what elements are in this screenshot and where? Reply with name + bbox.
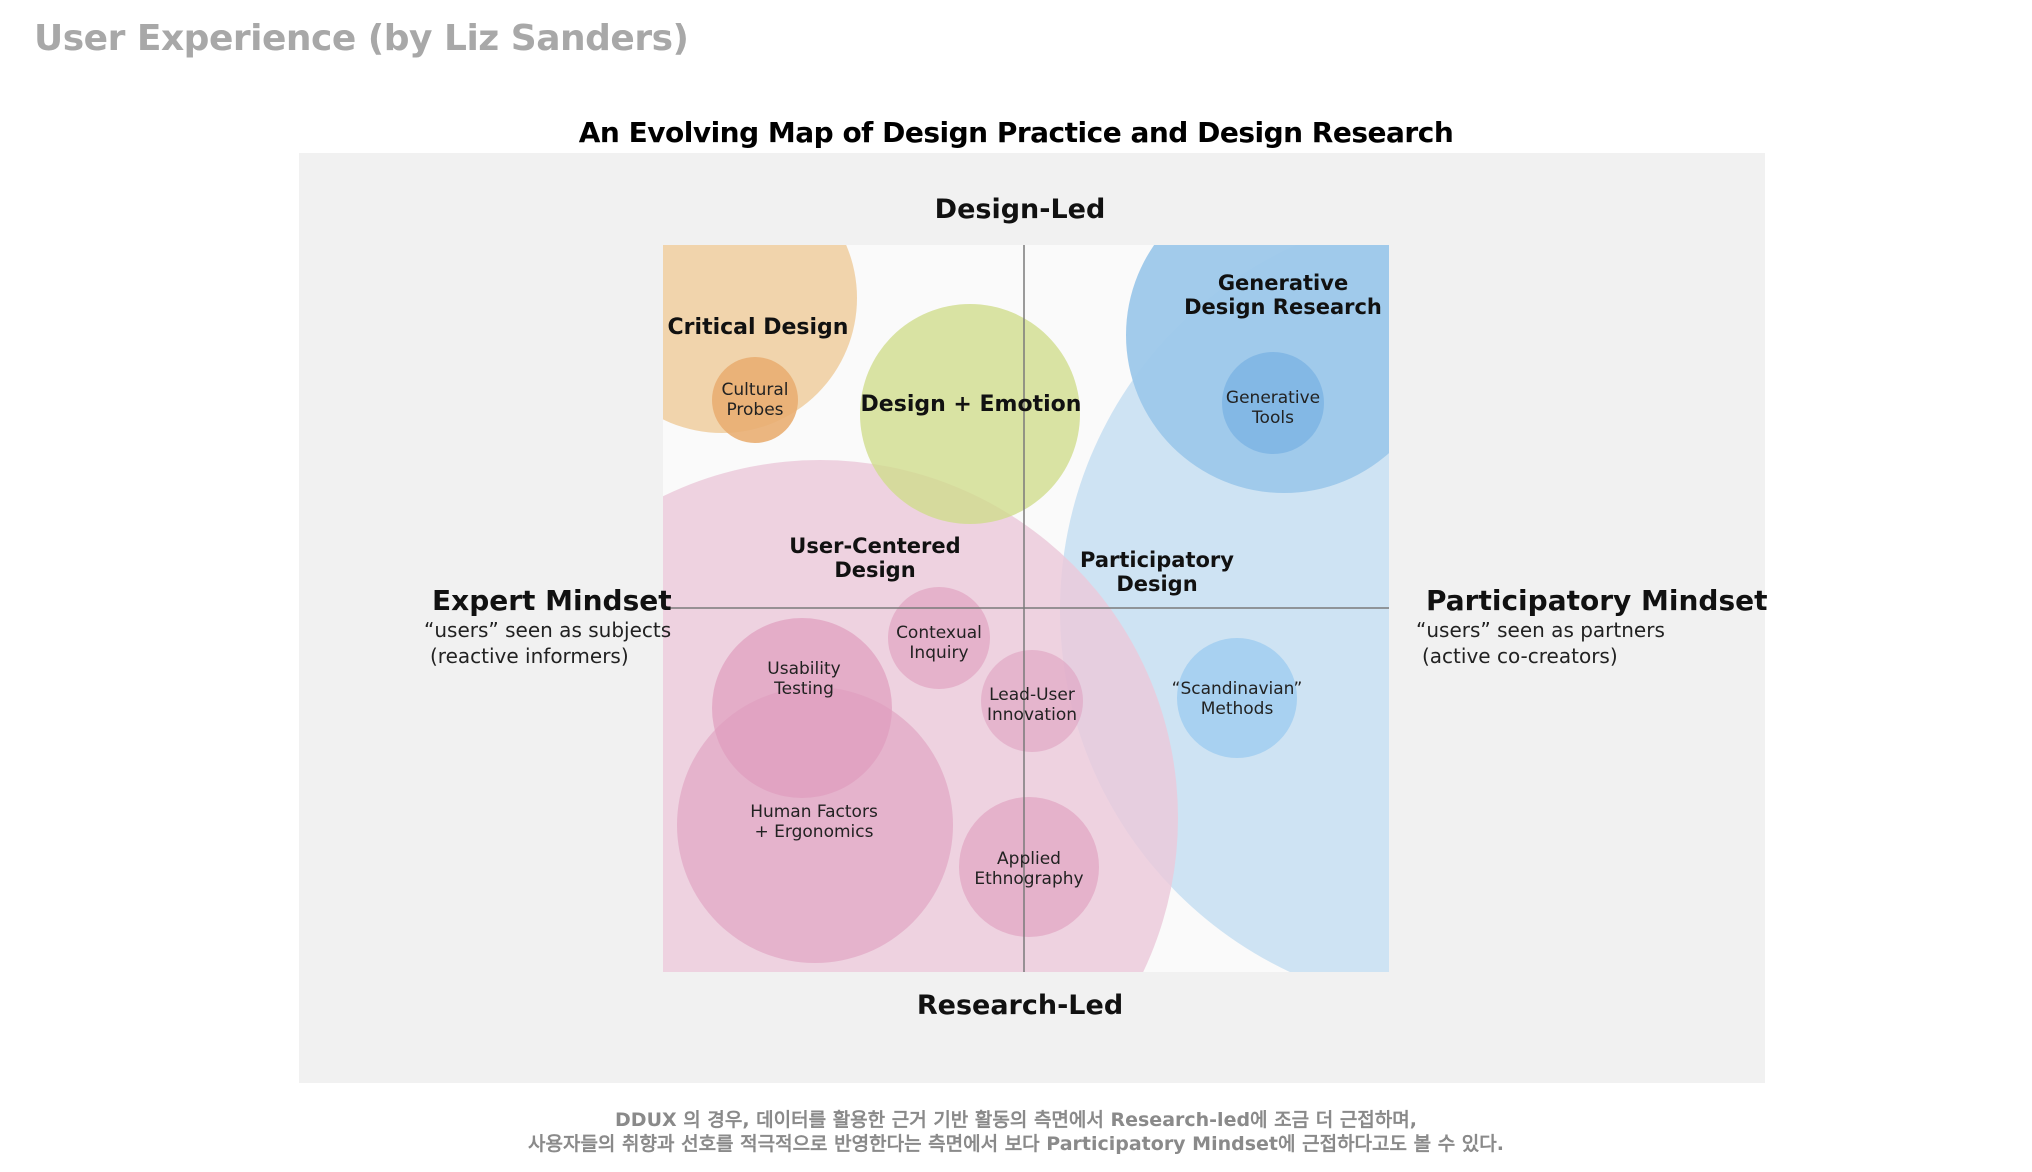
axis-left-sub-line-2: (reactive informers) <box>430 644 629 668</box>
generative-tools-label-2: Tools <box>1251 408 1294 428</box>
ethnography-label-2: Ethnography <box>974 869 1083 889</box>
figure-title: An Evolving Map of Design Practice and D… <box>578 116 1454 149</box>
human-factors-circle <box>677 687 953 963</box>
participatory-label-2: Design <box>1116 572 1197 596</box>
usability-label-1: Usability <box>767 659 840 679</box>
axis-right-sub-line-1: “users” seen as partners <box>1416 618 1665 642</box>
axis-left-title: Expert Mindset <box>432 584 672 617</box>
axis-left-subtitle: “users” seen as subjects (reactive infor… <box>424 617 671 669</box>
caption-line-1: DDUX 의 경우, 데이터를 활용한 근거 기반 활동의 측면에서 Resea… <box>615 1109 1417 1131</box>
page-heading: User Experience (by Liz Sanders) <box>34 18 689 59</box>
user-centered-label-2: Design <box>834 558 915 582</box>
usability-label-2: Testing <box>773 679 834 699</box>
lead-user-label-1: Lead-User <box>989 685 1075 705</box>
axis-top-label: Design-Led <box>934 194 1106 225</box>
cultural-probes-label-2: Probes <box>726 400 783 420</box>
axis-right-sub-line-2: (active co-creators) <box>1422 644 1618 668</box>
participatory-label-1: Participatory <box>1080 548 1234 572</box>
axis-right-subtitle: “users” seen as partners (active co-crea… <box>1416 617 1665 669</box>
critical-design-region <box>663 245 857 433</box>
lead-user-innovation-circle <box>981 650 1083 752</box>
contextual-inquiry-circle <box>888 587 990 689</box>
user-centered-label-1: User-Centered <box>789 534 960 558</box>
caption: DDUX 의 경우, 데이터를 활용한 근거 기반 활동의 측면에서 Resea… <box>0 1108 2032 1156</box>
axis-bottom-label: Research-Led <box>916 990 1124 1021</box>
ethnography-label-1: Applied <box>997 849 1061 869</box>
generative-research-label-1: Generative <box>1218 271 1348 295</box>
axis-left-sub-line-1: “users” seen as subjects <box>424 618 672 642</box>
scandinavian-label-2: Methods <box>1201 699 1274 719</box>
scandinavian-label-1: “Scandinavian” <box>1172 679 1303 699</box>
applied-ethnography-circle <box>959 797 1099 937</box>
critical-design-label: Critical Design <box>668 315 849 340</box>
generative-research-label-2: Design Research <box>1184 295 1382 319</box>
caption-line-2: 사용자들의 취향과 선호를 적극적으로 반영한다는 측면에서 보다 Partic… <box>528 1133 1504 1155</box>
cultural-probes-circle <box>712 357 798 443</box>
scandinavian-methods-circle <box>1177 638 1297 758</box>
human-factors-label-2: + Ergonomics <box>755 822 874 842</box>
design-emotion-region <box>860 304 1080 524</box>
human-factors-label-1: Human Factors <box>750 802 878 822</box>
cultural-probes-label-1: Cultural <box>722 380 789 400</box>
contextual-label-1: Contexual <box>896 623 982 643</box>
lead-user-label-2: Innovation <box>987 705 1077 725</box>
contextual-label-2: Inquiry <box>909 643 968 663</box>
generative-tools-circle <box>1222 352 1324 454</box>
generative-tools-label-1: Generative <box>1226 388 1320 408</box>
design-emotion-label: Design + Emotion <box>861 392 1082 417</box>
axis-right-title: Participatory Mindset <box>1426 584 1768 617</box>
